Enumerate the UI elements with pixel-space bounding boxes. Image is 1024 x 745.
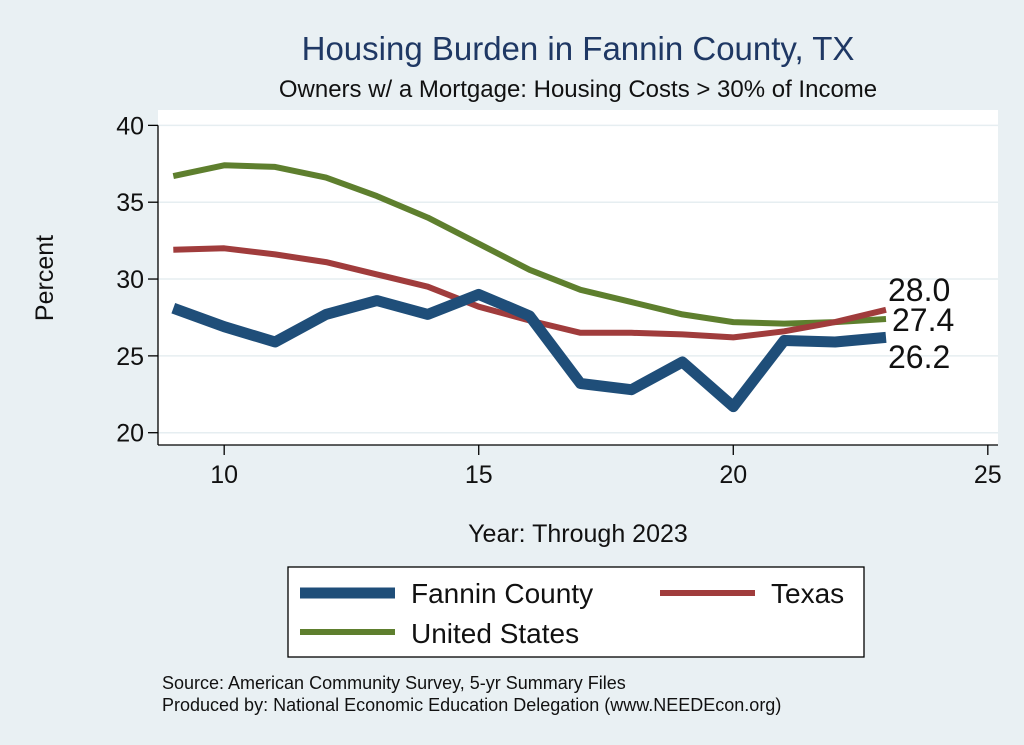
end-label: 26.2 bbox=[888, 339, 950, 375]
axes: 20 25 30 35 40 10 15 20 25 bbox=[116, 112, 1002, 489]
y-tick-label: 25 bbox=[116, 343, 144, 371]
y-tick-label: 40 bbox=[116, 112, 144, 140]
series-line-united-states bbox=[172, 162, 887, 327]
x-tick-label: 20 bbox=[719, 461, 747, 489]
gridlines bbox=[158, 124, 998, 434]
end-label: 27.4 bbox=[892, 302, 954, 338]
y-tick-label: 20 bbox=[116, 420, 144, 448]
end-labels: 28.027.426.2 bbox=[888, 272, 954, 375]
legend-label-fannin-county: Fannin County bbox=[411, 578, 593, 609]
legend-box bbox=[287, 566, 865, 658]
legend-label-united-states: United States bbox=[411, 618, 579, 649]
chart-title: Housing Burden in Fannin County, TX bbox=[302, 30, 855, 67]
y-axis-title: Percent bbox=[31, 235, 59, 321]
end-label: 28.0 bbox=[888, 272, 950, 308]
chart-subtitle: Owners w/ a Mortgage: Housing Costs > 30… bbox=[279, 76, 877, 103]
x-tick-label: 15 bbox=[465, 461, 493, 489]
source-note: Source: American Community Survey, 5-yr … bbox=[162, 673, 626, 693]
plot-area bbox=[158, 110, 998, 445]
y-tick-label: 30 bbox=[116, 266, 144, 294]
legend-label-texas: Texas bbox=[771, 578, 844, 609]
series-lines bbox=[171, 162, 887, 413]
series-line-fannin-county bbox=[171, 288, 887, 413]
x-tick-label: 10 bbox=[210, 461, 238, 489]
x-axis-title: Year: Through 2023 bbox=[468, 520, 688, 548]
legend: Fannin County Texas United States bbox=[287, 566, 865, 658]
y-tick-label: 35 bbox=[116, 189, 144, 217]
x-tick-label: 25 bbox=[974, 461, 1002, 489]
produced-by-note: Produced by: National Economic Education… bbox=[162, 695, 781, 715]
